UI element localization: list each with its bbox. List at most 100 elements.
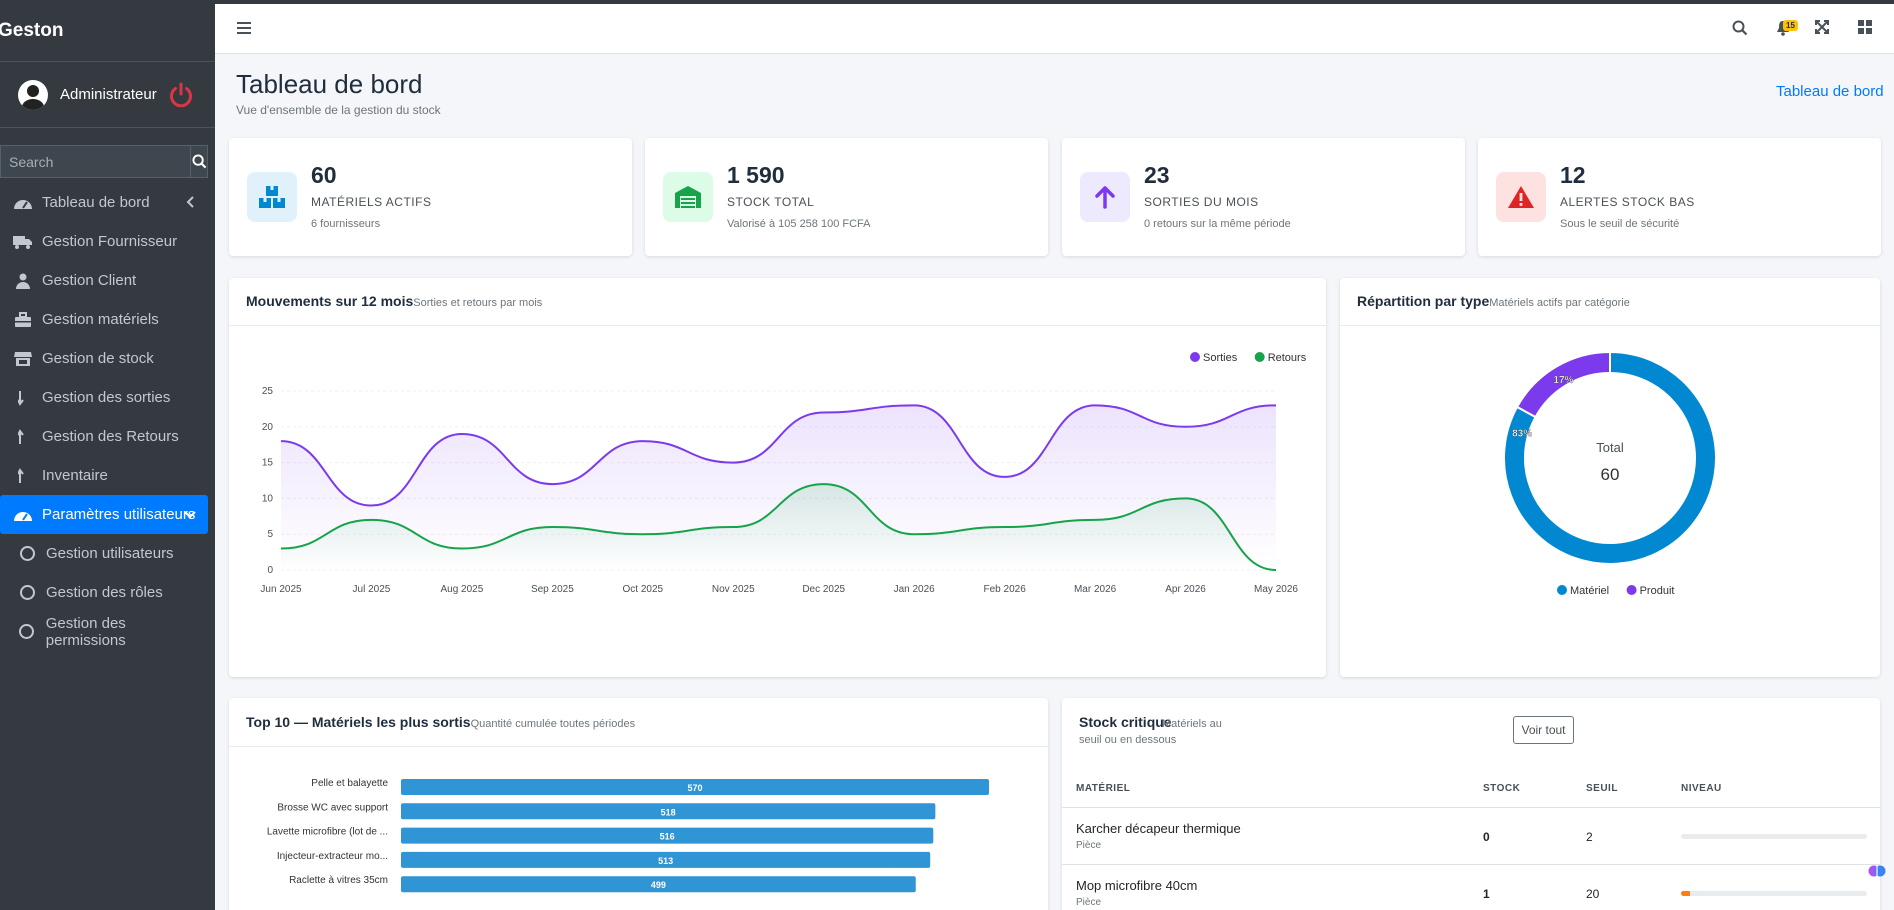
x-tick-label: Nov 2025 [712,584,755,595]
x-tick-label: Jun 2025 [260,584,302,595]
fullscreen-icon[interactable] [1815,20,1829,34]
sidebar-nav: Tableau de bord Gestion Fournisseur Gest… [0,183,215,651]
sidebar-item-label: Tableau de bord [42,194,150,211]
toolbox-icon [12,311,34,329]
bar-category-label: Injecteur-extracteur mo... [277,851,388,862]
bar-value-label: 513 [658,856,673,866]
stat-label: MATÉRIELS ACTIFS [311,195,432,209]
pie-slice-produit [1515,350,1611,419]
y-tick-label: 10 [262,493,274,504]
top-border [0,0,1894,4]
sidebar-item-parametres[interactable]: Paramètres utilisateurs [0,495,208,534]
column-header[interactable]: MATÉRIEL [1076,783,1131,794]
breadcrumb[interactable]: Tableau de bord [1776,83,1884,100]
y-tick-label: 0 [267,565,273,576]
power-icon[interactable] [167,81,195,109]
legend-label: Sorties [1203,352,1238,364]
donut-center-value: 60 [1601,465,1620,484]
sidebar: Geston Administrateur Tableau de bord Ge… [0,0,215,910]
sidebar-item-sorties[interactable]: Gestion des sorties [0,378,208,417]
stat-label: ALERTES STOCK BAS [1560,195,1695,209]
card-title-text: Stock critique [1079,714,1172,730]
card-subtitle: Quantité cumulée toutes périodes [470,718,636,730]
arrow-up-icon [12,467,34,485]
sidebar-item-stock[interactable]: Gestion de stock [0,339,208,378]
row-unit: Pièce [1076,897,1102,908]
hamburger-menu-icon[interactable] [237,22,251,34]
table-row[interactable]: Karcher décapeur thermique Pièce 0 2 [1062,809,1880,865]
user-icon [12,272,34,290]
bar [401,876,916,893]
x-tick-label: Aug 2025 [440,584,483,595]
sidebar-item-inventaire[interactable]: Inventaire [0,456,208,495]
legend-marker [1557,585,1567,595]
stat-note: 0 retours sur la même période [1144,218,1291,230]
warehouse-icon [663,172,713,222]
movements-card: Mouvements sur 12 moisSorties et retours… [229,278,1326,677]
sidebar-item-client[interactable]: Gestion Client [0,261,208,300]
stat-note: 6 fournisseurs [311,218,381,230]
sidebar-item-tableau-de-bord[interactable]: Tableau de bord [0,183,208,222]
stat-card-alertes: 12 ALERTES STOCK BAS Sous le seuil de sé… [1478,138,1881,256]
sidebar-item-utilisateurs[interactable]: Gestion utilisateurs [0,534,208,573]
critical-stock-card: Stock critique Matériels au seuil ou en … [1062,698,1880,910]
grid-icon[interactable] [1858,20,1872,34]
x-tick-label: Feb 2026 [984,584,1027,595]
sidebar-item-label: Gestion des permissions [45,614,126,649]
assistant-icon[interactable] [1868,862,1886,880]
search-button[interactable] [191,145,208,178]
stat-value: 1 590 [727,162,785,188]
bar [401,803,936,820]
slice-label: 83% [1512,428,1532,439]
sidebar-item-label: Gestion utilisateurs [46,545,174,562]
legend-label: Matériel [1570,585,1609,597]
bar-value-label: 499 [651,880,666,890]
dashboard-icon [12,506,34,524]
sidebar-item-retours[interactable]: Gestion des Retours [0,417,208,456]
sidebar-item-label: Gestion Client [42,272,137,289]
brand-name[interactable]: Geston [0,19,64,41]
search-icon[interactable] [1732,20,1748,36]
card-title: Mouvements sur 12 moisSorties et retours… [246,293,542,309]
legend-label: Retours [1268,352,1307,364]
sidebar-item-materiels[interactable]: Gestion matériels [0,300,208,339]
series-area-retours [281,484,1276,570]
search-input[interactable] [0,145,191,178]
sidebar-search [0,145,208,178]
legend-label: Produit [1640,585,1675,597]
bar [401,851,931,868]
card-header: Répartition par typeMatériels actifs par… [1340,278,1880,326]
movements-chart: 0 5 10 15 20 25 Jun 2025 Jul 2025 Aug 2025 Sep 20… [260,352,1307,595]
circle-icon [16,545,38,563]
column-header[interactable]: SEUIL [1586,783,1618,794]
y-tick-label: 25 [262,386,274,397]
top-navbar [215,4,1894,54]
chevron-left-icon [186,195,196,212]
bar-value-label: 518 [661,807,676,817]
brand[interactable]: Geston [0,0,215,62]
bar-category-label: Brosse WC avec support [277,802,388,813]
top10-card: Top 10 — Matériels les plus sortisQuanti… [229,698,1048,910]
user-name[interactable]: Administrateur [60,86,157,103]
stat-note: Sous le seuil de sécurité [1560,218,1680,230]
card-title-text: Mouvements sur 12 mois [246,293,414,309]
truck-icon [12,233,34,251]
arrow-up-icon [12,428,34,446]
row-seuil: 20 [1586,887,1600,901]
level-fill [1681,891,1691,896]
column-header[interactable]: NIVEAU [1681,783,1722,794]
sidebar-item-label: Gestion Fournisseur [42,233,178,250]
bar-value-label: 516 [660,832,675,842]
card-subtitle: Matériels actifs par catégorie [1489,297,1630,309]
pie-slice-matériel [1503,350,1717,565]
sidebar-item-fournisseur[interactable]: Gestion Fournisseur [0,222,208,261]
column-header[interactable]: STOCK [1483,783,1521,794]
avatar[interactable] [18,79,48,110]
x-tick-label: May 2026 [1254,584,1298,595]
sidebar-item-permissions[interactable]: Gestion des permissions [0,612,208,651]
voir-tout-button[interactable]: Voir tout [1513,716,1574,744]
stat-card-sorties: 23 SORTIES DU MOIS 0 retours sur la même… [1062,138,1465,256]
legend-marker [1190,352,1200,362]
sidebar-item-roles[interactable]: Gestion des rôles [0,573,208,612]
table-row[interactable]: Mop microfibre 40cm Pièce 1 20 [1062,866,1880,910]
